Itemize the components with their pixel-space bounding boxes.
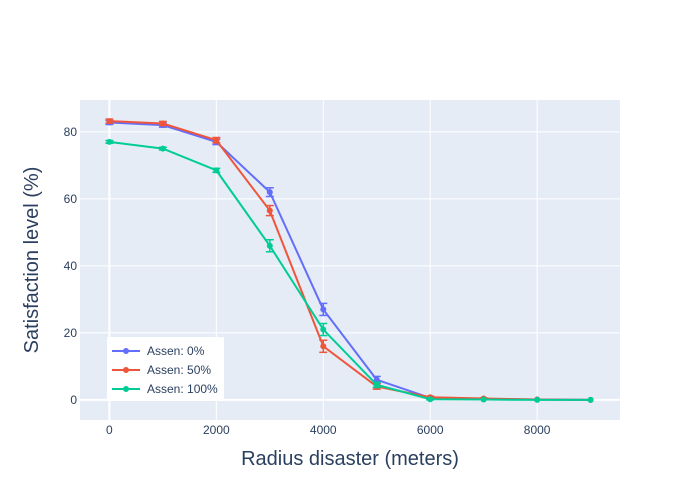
x-tick-label: 4000 [310,423,337,437]
x-tick-label: 2000 [203,423,230,437]
data-point [373,381,380,388]
series-2 [105,138,594,403]
data-point [266,207,273,214]
legend-marker [123,386,129,392]
legend-label: Assen: 0% [147,344,205,358]
y-tick-label: 80 [64,125,78,139]
legend-marker [123,367,129,373]
data-point [266,189,273,196]
data-point [106,118,113,125]
y-tick-label: 0 [70,393,77,407]
data-point [213,167,220,174]
data-point [534,396,541,403]
y-tick-label: 20 [64,326,78,340]
data-point [159,145,166,152]
x-axis-title: Radius disaster (meters) [241,448,459,470]
data-point [213,137,220,144]
data-point [106,138,113,145]
data-point [320,326,327,333]
data-point [587,396,594,403]
legend: Assen: 0% Assen: 50% Assen: 100% [107,337,224,401]
data-point [266,242,273,249]
y-tick-label: 40 [64,259,78,273]
y-tick-label: 60 [64,192,78,206]
series-line [109,140,591,401]
legend-label: Assen: 100% [147,382,218,396]
x-tick-label: 0 [106,423,113,437]
legend-label: Assen: 50% [147,363,211,377]
y-axis-title: Satisfaction level (%) [21,167,43,354]
legend-marker [123,348,129,354]
data-point [373,376,380,383]
data-point [159,120,166,127]
series-layer [105,118,594,403]
data-point [427,396,434,403]
x-tick-label: 8000 [524,423,551,437]
x-tick-label: 6000 [417,423,444,437]
data-point [480,396,487,403]
data-point [320,343,327,350]
ticks: 0 2000 4000 6000 8000 0 20 40 60 80 [64,125,551,437]
data-point [320,306,327,313]
